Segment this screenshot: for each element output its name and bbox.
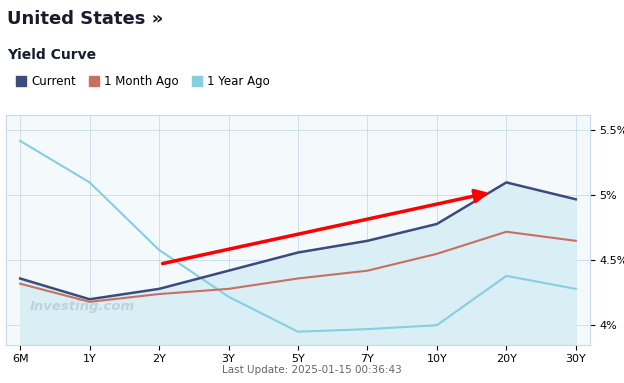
Text: United States »: United States » [7, 10, 164, 28]
Text: Last Update: 2025-01-15 00:36:43: Last Update: 2025-01-15 00:36:43 [222, 365, 402, 375]
Legend: Current, 1 Month Ago, 1 Year Ago: Current, 1 Month Ago, 1 Year Ago [12, 70, 275, 93]
Text: Investing.com: Investing.com [29, 300, 135, 313]
Text: Yield Curve: Yield Curve [7, 48, 97, 62]
